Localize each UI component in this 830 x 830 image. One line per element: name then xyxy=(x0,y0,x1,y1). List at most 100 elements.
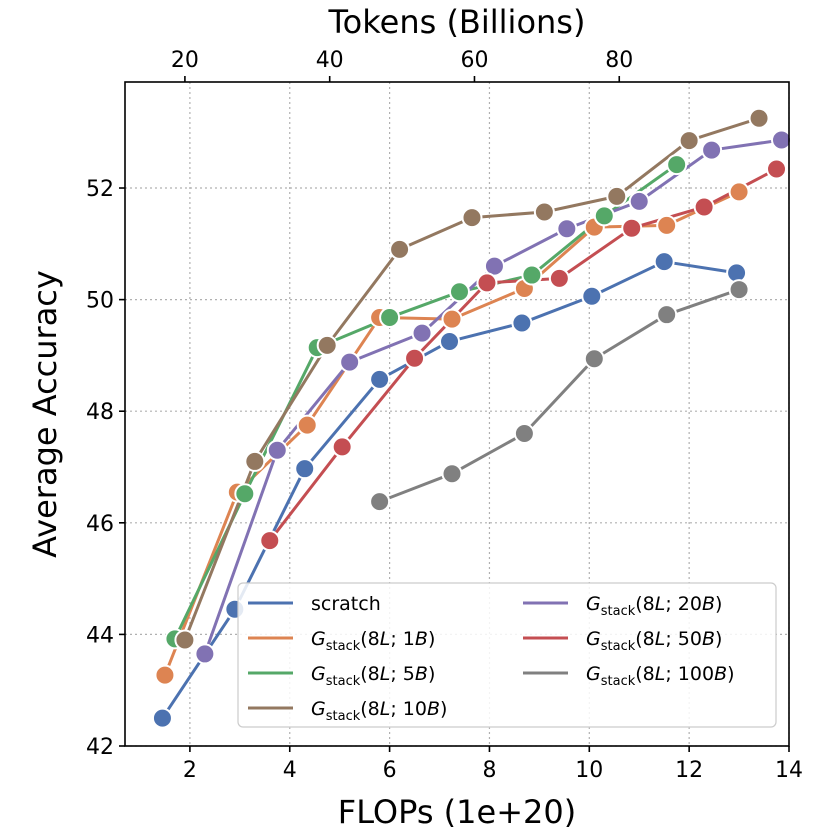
data-point xyxy=(244,450,266,472)
data-point xyxy=(234,483,256,505)
data-point xyxy=(369,368,391,390)
data-point xyxy=(461,207,483,229)
y-tick-label-52: 52 xyxy=(86,177,114,202)
y-tick-label-42: 42 xyxy=(86,735,114,760)
data-point xyxy=(296,414,318,436)
legend: scratch Gstack(8L; 1B) Gstack(8L; 5B) Gstac… xyxy=(237,582,777,728)
legend-item: Gstack(8L; 50B) xyxy=(523,628,722,654)
legend-item: Gstack(8L; 10B) xyxy=(248,698,447,724)
data-point xyxy=(476,272,498,294)
y-tick-label-48: 48 xyxy=(86,400,114,425)
data-point xyxy=(771,129,793,151)
top-x-tick-label-20: 20 xyxy=(171,48,199,73)
x-tick-label-2: 2 xyxy=(183,758,197,783)
data-point xyxy=(316,334,338,356)
data-point xyxy=(448,281,470,303)
series-line-2 xyxy=(173,163,678,640)
top-x-tick-label-80: 80 xyxy=(605,48,633,73)
series-points-3 xyxy=(174,107,770,651)
data-point xyxy=(194,643,216,665)
data-point xyxy=(628,190,650,212)
legend-item: Gstack(8L; 20B) xyxy=(523,593,722,619)
series-points-4 xyxy=(194,129,793,665)
data-point xyxy=(174,629,196,651)
data-point xyxy=(656,214,678,236)
data-point xyxy=(593,205,615,227)
data-point xyxy=(621,217,643,239)
x-tick-label-6: 6 xyxy=(383,758,397,783)
legend-item: scratch xyxy=(248,593,381,615)
data-point xyxy=(693,196,715,218)
x-tick-label-14: 14 xyxy=(775,758,803,783)
series-6 xyxy=(379,288,740,504)
legend-item: Gstack(8L; 100B) xyxy=(523,663,735,689)
data-point xyxy=(701,139,723,161)
data-point xyxy=(389,238,411,260)
legend-label: Gstack(8L; 10B) xyxy=(311,698,447,724)
x-tick-label-10: 10 xyxy=(575,758,603,783)
plot-frame xyxy=(124,81,790,747)
data-point xyxy=(266,439,288,461)
y-tick-label-44: 44 xyxy=(86,623,114,648)
data-point xyxy=(583,348,605,370)
data-point xyxy=(656,304,678,326)
data-point xyxy=(379,306,401,328)
series-2 xyxy=(173,163,678,640)
x-tick-label-4: 4 xyxy=(283,758,297,783)
data-point xyxy=(154,664,176,686)
series-line-3 xyxy=(183,116,760,641)
series-points-0 xyxy=(151,251,748,729)
data-point xyxy=(556,218,578,240)
top-x-axis-title: Tokens (Billions) xyxy=(328,3,586,41)
legend-label: Gstack(8L; 50B) xyxy=(586,628,722,654)
top-x-tick-label-60: 60 xyxy=(460,48,488,73)
data-point xyxy=(728,279,750,301)
legend-item: Gstack(8L; 1B) xyxy=(248,628,435,654)
data-point xyxy=(404,347,426,369)
legend-box xyxy=(237,582,777,728)
data-point xyxy=(151,707,173,729)
x-tick-label-8: 8 xyxy=(482,758,496,783)
data-point xyxy=(748,107,770,129)
y-tick-label-46: 46 xyxy=(86,512,114,537)
series-3 xyxy=(183,116,760,641)
data-point xyxy=(581,285,603,307)
legend-label: Gstack(8L; 1B) xyxy=(311,628,435,654)
data-point xyxy=(441,308,463,330)
data-point xyxy=(521,264,543,286)
data-point xyxy=(513,423,535,445)
data-point xyxy=(294,458,316,480)
x-axis-title: FLOPs (1e+20) xyxy=(338,793,576,830)
series-points-2 xyxy=(164,154,688,650)
series-points-6 xyxy=(369,279,750,513)
data-point xyxy=(411,322,433,344)
data-point xyxy=(666,154,688,176)
data-point xyxy=(439,330,461,352)
data-point xyxy=(533,201,555,223)
data-point xyxy=(511,312,533,334)
legend-label: Gstack(8L; 100B) xyxy=(586,663,735,689)
series-points-1 xyxy=(154,181,750,686)
data-point xyxy=(259,530,281,552)
data-point xyxy=(766,158,788,180)
legend-item: Gstack(8L; 5B) xyxy=(248,663,435,689)
data-point xyxy=(653,251,675,273)
data-point xyxy=(441,463,463,485)
top-x-tick-label-40: 40 xyxy=(316,48,344,73)
series-layer xyxy=(151,107,793,729)
data-point xyxy=(339,351,361,373)
data-point xyxy=(728,181,750,203)
data-point xyxy=(331,436,353,458)
y-tick-label-50: 50 xyxy=(86,289,114,314)
legend-label: Gstack(8L; 20B) xyxy=(586,593,722,619)
data-point xyxy=(369,491,391,513)
data-point xyxy=(678,130,700,152)
data-point xyxy=(606,185,628,207)
legend-label: Gstack(8L; 5B) xyxy=(311,663,435,689)
x-tick-label-12: 12 xyxy=(675,758,703,783)
series-line-6 xyxy=(379,288,740,504)
data-point xyxy=(548,267,570,289)
legend-label: scratch xyxy=(311,593,381,615)
